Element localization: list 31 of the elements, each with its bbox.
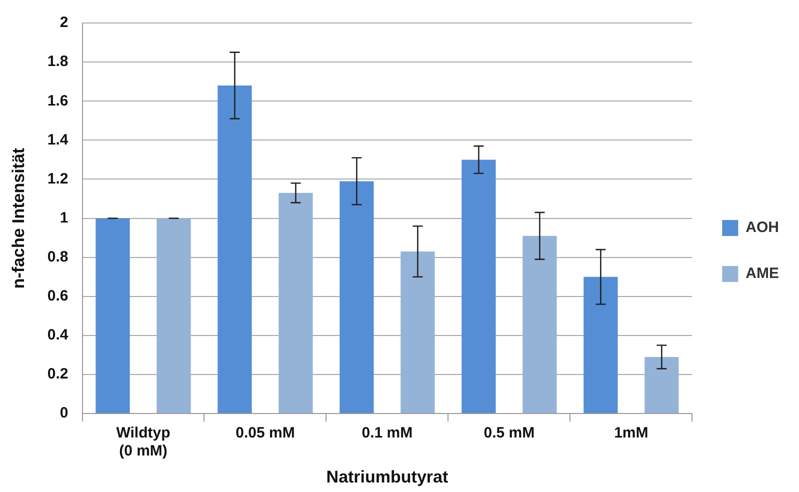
x-tick-label: 1mM: [614, 424, 648, 442]
bar: [96, 218, 130, 414]
bar: [644, 356, 679, 414]
y-tick-label: 1.6: [47, 92, 68, 110]
y-tick-label: 1: [60, 209, 68, 226]
y-tick-label: 0.6: [47, 288, 68, 305]
bar: [278, 192, 313, 414]
legend-label: AOH: [746, 219, 780, 236]
bar: [340, 181, 374, 414]
bar: [400, 252, 435, 414]
y-tick-label: 0: [60, 404, 68, 422]
y-tick-label: 1.2: [47, 170, 68, 188]
bar: [156, 218, 191, 414]
y-tick-label: 1.8: [47, 53, 68, 70]
bar: [584, 276, 618, 414]
x-tick-label: 0.05 mM: [236, 424, 295, 442]
x-tick-label: 0.5 mM: [484, 424, 535, 442]
y-axis-title: n-fache Intensität: [8, 148, 28, 289]
bar: [522, 236, 557, 414]
bar: [218, 85, 252, 414]
x-axis-title: Natriumbutyrat: [326, 467, 448, 486]
y-tick-label: 2: [60, 14, 68, 32]
x-tick-label: 0.1 mM: [362, 424, 413, 442]
category-label: (0 mM): [119, 442, 168, 460]
category-label: Wildtyp: [116, 424, 170, 442]
y-tick-label: 0.8: [47, 248, 68, 266]
y-tick-label: 0.2: [47, 366, 68, 383]
legend-label: AME: [746, 265, 780, 282]
bar: [462, 160, 496, 414]
y-tick-label: 0.4: [47, 326, 69, 344]
y-tick-label: 1.4: [47, 131, 69, 148]
